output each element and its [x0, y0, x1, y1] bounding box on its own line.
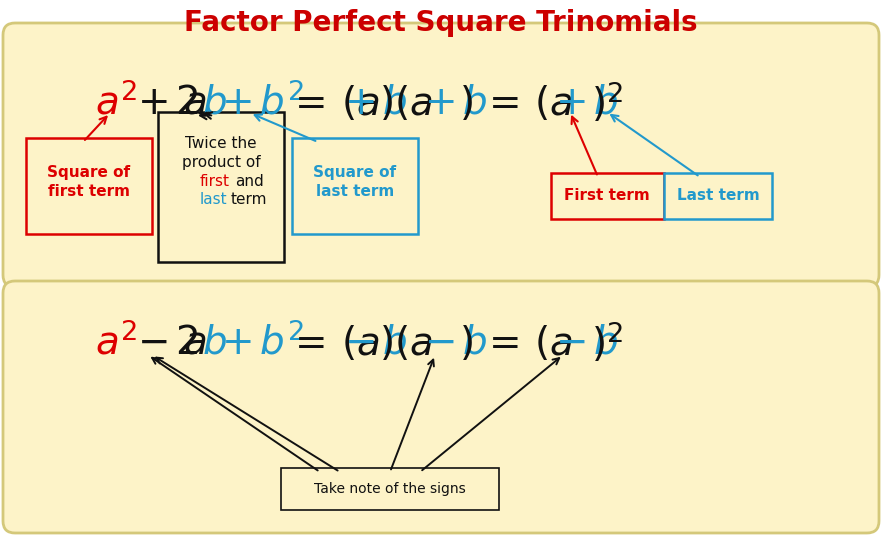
Text: $b$: $b$ [202, 324, 227, 362]
Text: $+\,b^2$: $+\,b^2$ [221, 323, 304, 363]
Text: $)\,=\,(a$: $)\,=\,(a$ [459, 84, 573, 123]
FancyBboxPatch shape [3, 23, 879, 287]
Text: $-\,2$: $-\,2$ [137, 324, 198, 362]
Text: $=\,(a$: $=\,(a$ [287, 324, 379, 363]
Text: term: term [231, 193, 267, 207]
Text: first term: first term [48, 185, 130, 199]
Text: last: last [200, 193, 228, 207]
Text: $-\,b$: $-\,b$ [555, 324, 618, 362]
Text: $a^2$: $a^2$ [95, 83, 138, 123]
Text: $)(a$: $)(a$ [379, 324, 432, 363]
Text: $b$: $b$ [202, 84, 227, 122]
FancyBboxPatch shape [3, 281, 879, 533]
Text: first: first [200, 174, 230, 188]
Text: $=\,(a$: $=\,(a$ [287, 84, 379, 123]
Text: $a$: $a$ [183, 324, 206, 362]
Text: $+\,2$: $+\,2$ [137, 84, 198, 122]
Text: $)^2$: $)^2$ [591, 321, 624, 365]
FancyBboxPatch shape [292, 138, 418, 234]
Text: Twice the: Twice the [185, 136, 257, 150]
Text: $)^2$: $)^2$ [591, 81, 624, 125]
Text: First term: First term [564, 188, 650, 204]
Text: Square of: Square of [313, 165, 397, 180]
Text: $+\,b^2$: $+\,b^2$ [221, 83, 304, 123]
FancyBboxPatch shape [551, 173, 664, 219]
Text: $+\,b$: $+\,b$ [344, 84, 407, 122]
FancyBboxPatch shape [26, 138, 152, 234]
Text: $-\,b$: $-\,b$ [344, 324, 407, 362]
Text: $a$: $a$ [183, 84, 206, 122]
Text: $+\,b$: $+\,b$ [555, 84, 618, 122]
Text: $+\,b$: $+\,b$ [424, 84, 488, 122]
FancyBboxPatch shape [664, 173, 772, 219]
Text: Last term: Last term [676, 188, 759, 204]
Text: $a^2$: $a^2$ [95, 323, 138, 363]
Text: Take note of the signs: Take note of the signs [314, 482, 466, 496]
FancyBboxPatch shape [158, 112, 284, 262]
Text: and: and [235, 174, 264, 188]
Text: $)(a$: $)(a$ [379, 84, 432, 123]
Text: Factor Perfect Square Trinomials: Factor Perfect Square Trinomials [184, 9, 698, 37]
Text: Square of: Square of [48, 165, 131, 180]
FancyBboxPatch shape [281, 468, 499, 510]
Text: $-\,b$: $-\,b$ [424, 324, 488, 362]
Text: $)\,=\,(a$: $)\,=\,(a$ [459, 324, 573, 363]
Text: last term: last term [316, 185, 394, 199]
Text: product of: product of [182, 155, 260, 169]
